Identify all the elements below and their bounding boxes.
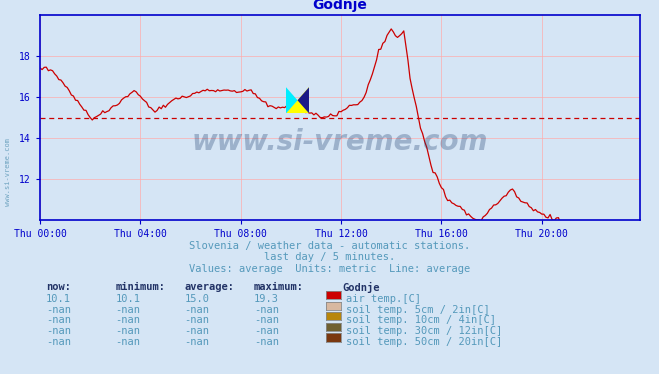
Text: Godnje: Godnje — [343, 282, 380, 293]
Text: -nan: -nan — [46, 326, 71, 336]
Text: now:: now: — [46, 282, 71, 292]
Text: Slovenia / weather data - automatic stations.: Slovenia / weather data - automatic stat… — [189, 241, 470, 251]
Text: www.si-vreme.com: www.si-vreme.com — [192, 128, 488, 156]
Text: soil temp. 5cm / 2in[C]: soil temp. 5cm / 2in[C] — [346, 305, 490, 315]
Text: 10.1: 10.1 — [115, 294, 140, 304]
Text: soil temp. 30cm / 12in[C]: soil temp. 30cm / 12in[C] — [346, 326, 502, 336]
Text: minimum:: minimum: — [115, 282, 165, 292]
Text: -nan: -nan — [254, 326, 279, 336]
Text: Values: average  Units: metric  Line: average: Values: average Units: metric Line: aver… — [189, 264, 470, 274]
Text: -nan: -nan — [185, 315, 210, 325]
Text: air temp.[C]: air temp.[C] — [346, 294, 421, 304]
Text: -nan: -nan — [46, 315, 71, 325]
Polygon shape — [297, 87, 309, 113]
Text: -nan: -nan — [115, 337, 140, 347]
Text: last day / 5 minutes.: last day / 5 minutes. — [264, 252, 395, 263]
Title: Godnje: Godnje — [312, 0, 368, 12]
Polygon shape — [286, 87, 297, 113]
Text: -nan: -nan — [115, 326, 140, 336]
Text: maximum:: maximum: — [254, 282, 304, 292]
Text: -nan: -nan — [115, 305, 140, 315]
Text: -nan: -nan — [185, 337, 210, 347]
Text: -nan: -nan — [46, 305, 71, 315]
Text: www.si-vreme.com: www.si-vreme.com — [5, 138, 11, 206]
Text: 19.3: 19.3 — [254, 294, 279, 304]
Text: -nan: -nan — [254, 315, 279, 325]
Text: -nan: -nan — [46, 337, 71, 347]
Text: -nan: -nan — [254, 305, 279, 315]
Text: -nan: -nan — [185, 326, 210, 336]
Text: soil temp. 50cm / 20in[C]: soil temp. 50cm / 20in[C] — [346, 337, 502, 347]
Text: -nan: -nan — [185, 305, 210, 315]
Text: 15.0: 15.0 — [185, 294, 210, 304]
Text: -nan: -nan — [254, 337, 279, 347]
Polygon shape — [286, 87, 309, 113]
Text: average:: average: — [185, 282, 235, 292]
Text: 10.1: 10.1 — [46, 294, 71, 304]
Text: soil temp. 10cm / 4in[C]: soil temp. 10cm / 4in[C] — [346, 315, 496, 325]
Text: -nan: -nan — [115, 315, 140, 325]
